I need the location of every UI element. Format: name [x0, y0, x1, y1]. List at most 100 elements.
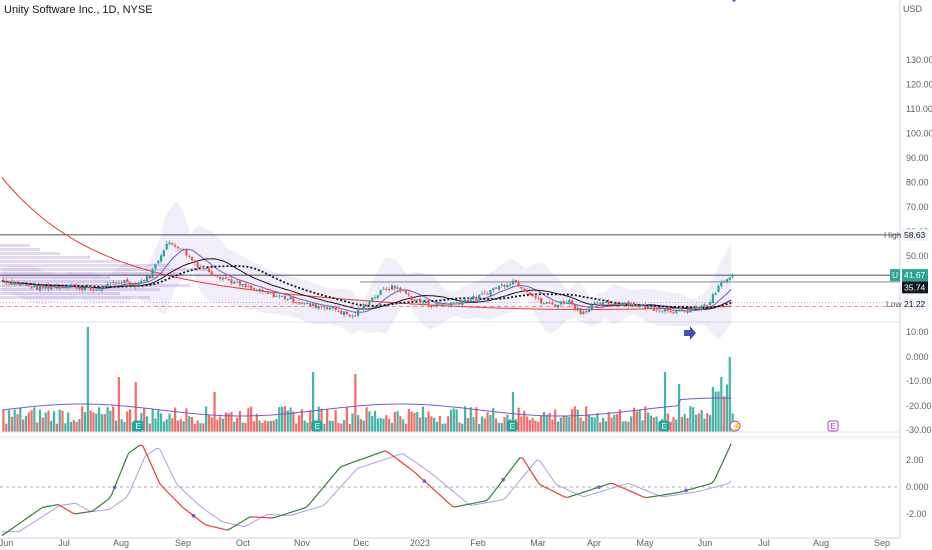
time-tick-label: Sep — [175, 538, 191, 548]
volume-bar — [416, 411, 419, 432]
oscillator-segment — [291, 510, 295, 513]
oscillator-segment — [485, 497, 490, 502]
volume-bar — [571, 409, 574, 432]
volume-bar — [196, 420, 199, 432]
candle-body — [438, 303, 441, 305]
oscillator-segment — [243, 518, 248, 521]
candle-body — [593, 302, 596, 305]
volume-bar — [83, 412, 87, 432]
candle-body — [613, 302, 616, 306]
volume-bar — [334, 409, 337, 432]
volume-bar — [576, 409, 579, 432]
candle-body — [297, 302, 301, 304]
candle-body — [472, 296, 475, 299]
oscillator-tick-label: 2.00 — [906, 455, 924, 465]
volume-bar — [447, 416, 450, 432]
candle-body — [252, 287, 256, 290]
oscillator-segment — [41, 506, 45, 509]
oscillator-segment — [4, 531, 8, 535]
candle-body — [655, 309, 658, 311]
volume-bar — [590, 417, 593, 432]
oscillator-segment — [356, 459, 360, 462]
candle-body — [145, 275, 149, 282]
oscillator-segment — [716, 467, 721, 475]
oscillator-segment — [477, 501, 481, 503]
oscillator-segment — [623, 487, 628, 491]
volume-bar — [269, 420, 272, 432]
volume-bar — [78, 419, 81, 432]
oscillator-segment — [713, 474, 718, 481]
volume-profile-bar — [0, 272, 180, 275]
oscillator-segment — [170, 494, 175, 499]
oscillator-segment — [316, 490, 321, 496]
time-tick-label: Mar — [530, 538, 546, 548]
price-tick-label: 100.00 — [906, 129, 932, 139]
volume-bar — [466, 418, 470, 432]
oscillator-segment — [621, 486, 625, 490]
volume-profile-bar — [0, 292, 120, 295]
oscillator-segment — [162, 486, 166, 491]
volume-bar — [69, 421, 73, 432]
candle-body — [205, 268, 208, 269]
candle-body — [599, 302, 602, 306]
oscillator-segment — [297, 508, 301, 511]
low-value: 21.22 — [904, 299, 926, 309]
volume-bar — [64, 423, 67, 432]
oscillator-segment — [108, 493, 113, 500]
oscillator-segment — [593, 487, 597, 490]
candle-body — [283, 295, 287, 300]
volume-bar — [227, 413, 230, 432]
oscillator-segment — [409, 468, 414, 472]
volume-bar — [210, 417, 213, 432]
oscillator-segment — [702, 484, 707, 487]
volume-bar — [616, 413, 619, 432]
candle-body — [348, 314, 351, 317]
volume-bar — [418, 417, 422, 432]
volume-bar — [703, 418, 706, 432]
volume-bar — [306, 422, 309, 432]
volume-bar — [145, 416, 149, 432]
oscillator-segment — [618, 485, 622, 488]
earnings-marker — [506, 420, 518, 432]
oscillator-segment — [97, 504, 101, 508]
lightning-icon: ⚡ — [732, 421, 743, 432]
candle-body — [616, 302, 619, 304]
candle-body — [402, 289, 405, 291]
candle-body — [492, 288, 495, 291]
volume-bar — [433, 417, 436, 432]
oscillator-segment — [527, 466, 532, 473]
volume-bar — [100, 414, 104, 432]
volume-bar — [75, 421, 78, 432]
time-tick-label: Aug — [113, 538, 129, 548]
price-tick-label: 80.00 — [906, 178, 929, 188]
oscillator-segment — [353, 460, 357, 463]
oscillator-segment — [159, 483, 163, 488]
candle-body — [331, 306, 334, 309]
volume-bar — [72, 420, 75, 432]
candle-body — [216, 276, 219, 278]
band-cloud — [2, 201, 732, 339]
volume-bar — [675, 419, 678, 432]
candle-body — [388, 289, 391, 291]
time-tick-label: Jul — [58, 538, 70, 548]
candle-body — [458, 302, 461, 305]
volume-bar — [261, 422, 264, 432]
oscillator-segment — [604, 483, 608, 486]
oscillator-segment — [691, 487, 695, 490]
oscillator-segment — [207, 524, 211, 527]
oscillator-segment — [322, 484, 327, 489]
volume-bar — [607, 411, 610, 432]
oscillator-segment — [612, 483, 616, 486]
oscillator-segment — [69, 510, 73, 514]
volume-bar — [630, 416, 633, 432]
oscillator-segment — [401, 462, 405, 466]
volume-bar — [579, 417, 582, 432]
oscillator-segment — [711, 480, 715, 484]
candle-body — [196, 262, 199, 268]
volume-bar — [604, 421, 608, 432]
oscillator-segment — [567, 495, 571, 498]
ma-red-long — [1, 177, 732, 310]
volume-bar — [193, 423, 196, 432]
candle-body — [295, 302, 298, 304]
